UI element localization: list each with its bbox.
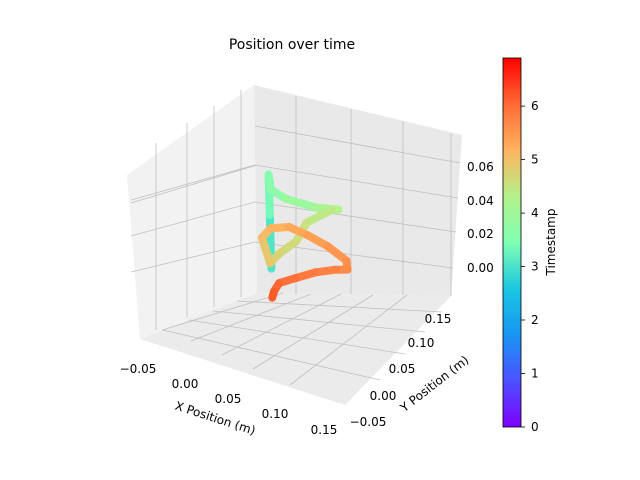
- y-tick-label: −0.05: [350, 415, 387, 429]
- chart-title: Position over time: [229, 37, 355, 53]
- colorbar-tick-label: 3: [531, 260, 539, 274]
- x-tick-label: 0.00: [172, 377, 199, 391]
- trajectory-segment: [268, 287, 278, 302]
- y-tick-label: 0.15: [425, 312, 452, 326]
- y-tick-label: 0.00: [370, 389, 397, 403]
- z-tick-label: 0.00: [467, 261, 494, 275]
- colorbar-ticks: 0 1 2 3 4 5 6: [521, 99, 539, 434]
- x-tick-label: 0.10: [262, 407, 289, 421]
- colorbar-tick-label: 4: [531, 206, 539, 220]
- back-left-pane: [127, 85, 257, 339]
- trajectory-segment: [281, 194, 320, 212]
- trajectory-segment: [257, 233, 275, 268]
- colorbar-tick-label: 6: [531, 99, 539, 113]
- z-tick-labels: 0.00 0.02 0.04 0.06: [467, 160, 494, 275]
- colorbar-tick-label: 2: [531, 313, 539, 327]
- colorbar-tick-label: 5: [531, 153, 539, 167]
- z-tick-label: 0.04: [467, 194, 494, 208]
- z-tick-label: 0.02: [467, 227, 494, 241]
- colorbar-label: Timestamp: [544, 209, 558, 277]
- x-tick-label: 0.05: [215, 392, 242, 406]
- trajectory-line: [257, 170, 352, 302]
- grid-lines: [130, 90, 461, 386]
- y-tick-label: 0.10: [408, 336, 435, 350]
- z-tick-label: 0.06: [467, 160, 494, 174]
- x-tick-label: 0.15: [311, 423, 338, 437]
- y-tick-label: 0.05: [389, 362, 416, 376]
- back-right-pane: [254, 85, 462, 296]
- trajectory-segment: [302, 205, 336, 227]
- colorbar-tick-label: 1: [531, 367, 539, 381]
- x-tick-labels: −0.05 0.00 0.05 0.10 0.15: [120, 362, 338, 437]
- colorbar-tick-label: 0: [531, 420, 539, 434]
- x-tick-label: −0.05: [120, 362, 157, 376]
- y-tick-labels: −0.05 0.00 0.05 0.10 0.15: [350, 312, 452, 429]
- colorbar: [502, 57, 522, 428]
